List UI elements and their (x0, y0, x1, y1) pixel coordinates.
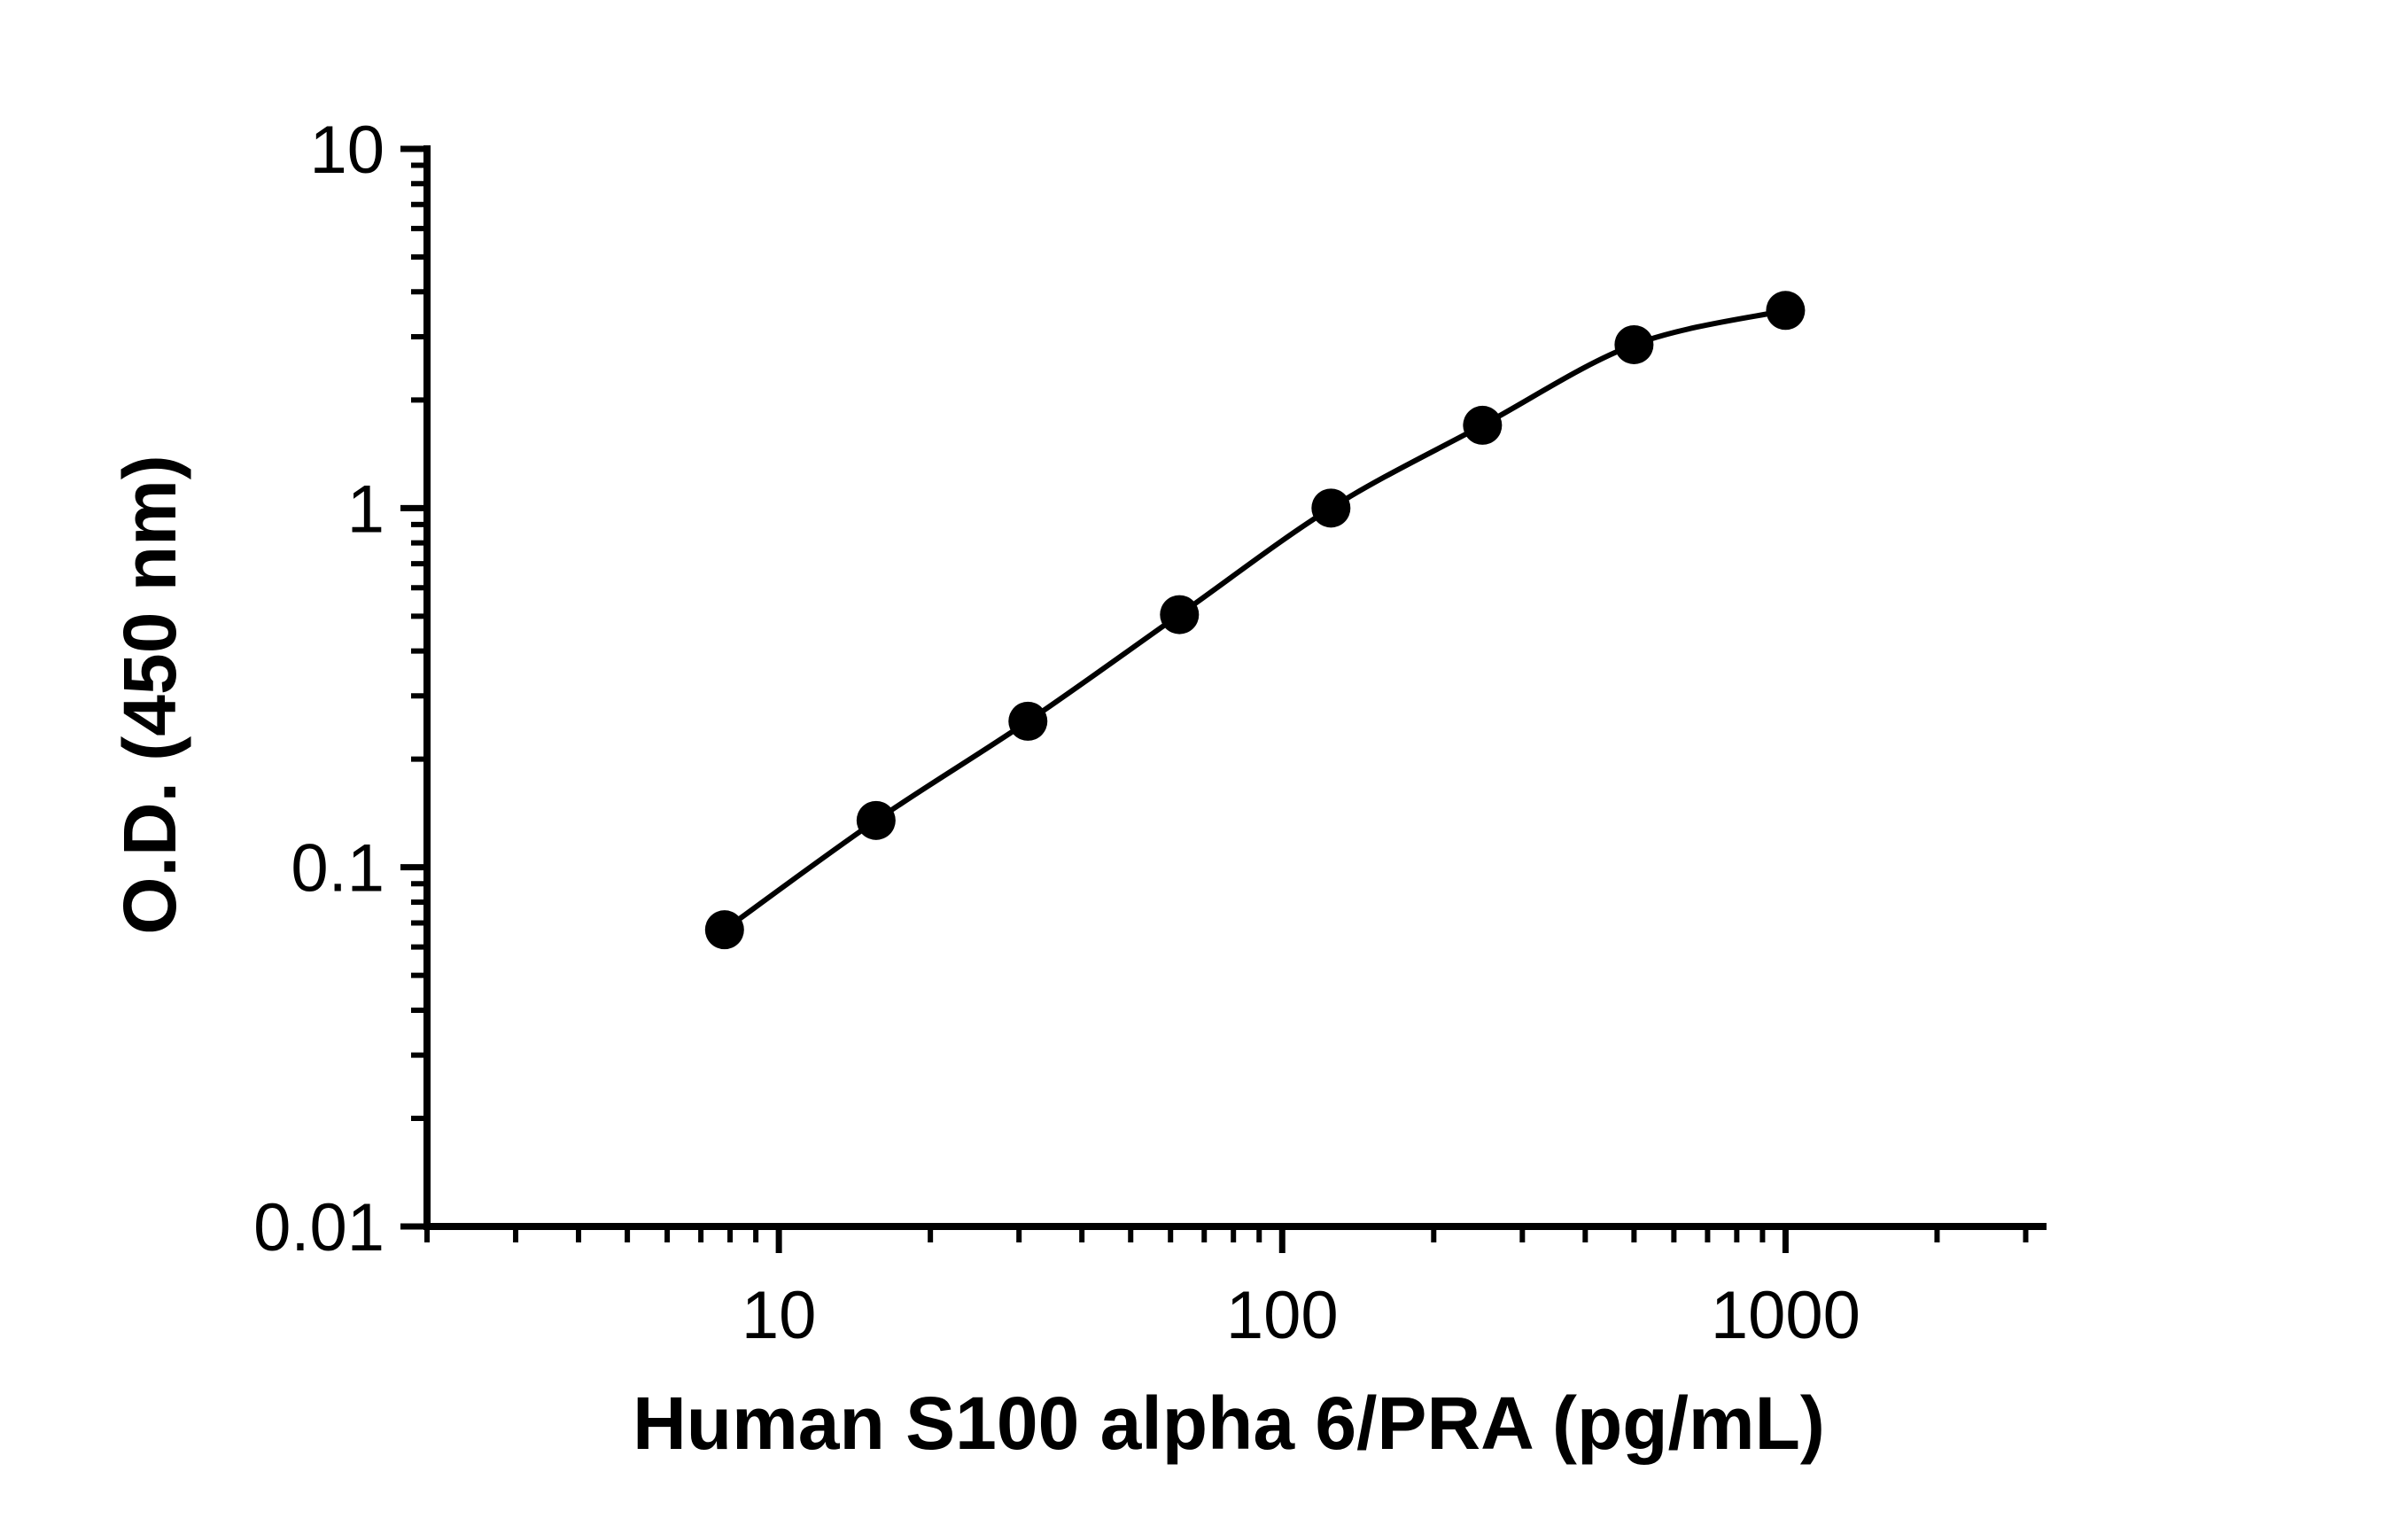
x-axis-tick-labels: 10 100 1000 (742, 1278, 1860, 1353)
x-axis-title: Human S100 alpha 6/PRA (pg/mL) (633, 1382, 1825, 1465)
y-tick-label: 10 (309, 113, 385, 188)
y-tick-label: 0.01 (253, 1190, 385, 1265)
data-point (1008, 701, 1048, 741)
data-point (1614, 324, 1654, 364)
x-tick-label: 1000 (1711, 1278, 1860, 1353)
data-point (704, 910, 744, 950)
data-point (856, 800, 896, 840)
data-point (1160, 595, 1200, 635)
y-tick-label: 0.1 (291, 831, 385, 907)
data-point (1766, 291, 1806, 331)
data-point (1311, 488, 1351, 528)
y-axis-title: O.D. (450 nm) (108, 455, 191, 934)
x-tick-label: 10 (742, 1278, 817, 1353)
y-axis-tick-labels: 0.01 0.1 1 10 (253, 113, 385, 1265)
data-point (1463, 405, 1503, 445)
x-tick-label: 100 (1226, 1278, 1339, 1353)
y-axis-major-ticks (400, 145, 427, 1230)
data-points (704, 291, 1806, 950)
x-axis-major-ticks (775, 1226, 1789, 1253)
y-tick-label: 1 (347, 471, 385, 547)
